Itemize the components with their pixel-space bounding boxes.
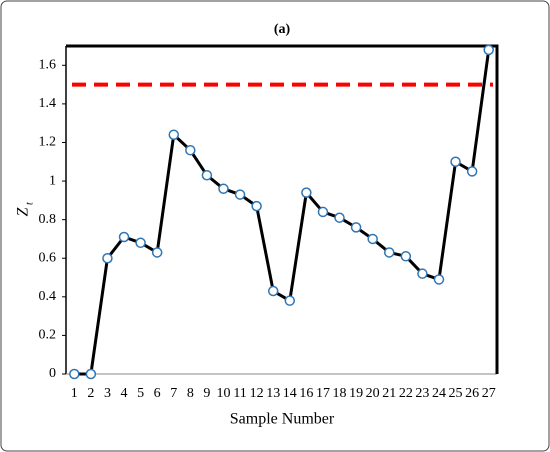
x-tick-label: 2: [87, 386, 94, 401]
y-axis-label-sub: t: [24, 202, 35, 205]
x-tick-label: 9: [203, 386, 210, 401]
x-tick-label: 25: [449, 386, 463, 401]
point: [218, 183, 229, 195]
y-tick-label: 0: [49, 366, 56, 381]
point: [400, 251, 412, 262]
x-tick-label: 13: [266, 386, 280, 401]
x-tick-label: 27: [482, 386, 496, 401]
x-tick-label: 3: [104, 386, 111, 401]
y-tick-label: 0.6: [39, 250, 57, 265]
x-tick-label: 26: [465, 386, 479, 401]
x-tick-label: 17: [316, 386, 330, 401]
point: [417, 268, 428, 279]
point: [168, 129, 179, 141]
point: [118, 231, 130, 243]
x-tick-label: 24: [432, 386, 446, 401]
point: [483, 44, 494, 56]
y-tick-label: 1: [49, 173, 56, 188]
x-tick-label: 11: [233, 386, 246, 401]
x-tick-label: 16: [299, 386, 313, 401]
x-tick-label: 19: [349, 386, 363, 401]
x-axis-label: Sample Number: [230, 411, 335, 428]
point: [284, 295, 296, 306]
point: [301, 187, 312, 198]
chart-title: (a): [274, 22, 291, 37]
point: [234, 189, 246, 200]
point: [350, 222, 362, 233]
y-tick-label: 0.2: [39, 328, 57, 343]
y-tick-label: 1.2: [39, 135, 57, 150]
point: [151, 247, 163, 258]
x-tick-label: 22: [399, 386, 413, 401]
y-tick-label: 0.4: [39, 289, 57, 304]
x-tick-label: 10: [216, 386, 230, 401]
x-tick-label: 5: [137, 386, 144, 401]
x-tick-label: 21: [382, 386, 396, 401]
point: [334, 212, 345, 223]
x-tick-label: 7: [170, 386, 177, 401]
point: [450, 156, 461, 168]
y-tick-label: 1.4: [39, 96, 57, 111]
point: [466, 166, 478, 177]
x-tick-label: 8: [187, 386, 194, 401]
y-tick-label: 1.6: [39, 58, 57, 73]
point: [102, 252, 113, 264]
y-tick-label: 0.8: [39, 212, 57, 227]
x-tick-label: 23: [415, 386, 429, 401]
y-axis-label-main: Z: [15, 206, 32, 216]
x-tick-label: 4: [121, 386, 128, 401]
point: [367, 233, 378, 245]
plot-border: [66, 44, 499, 374]
x-tick-label: 1: [71, 386, 78, 401]
x-tick-label: 14: [283, 386, 297, 401]
point: [135, 237, 146, 249]
x-tick-label: 18: [333, 386, 347, 401]
point: [384, 247, 395, 258]
x-tick-label: 12: [250, 386, 264, 401]
point: [201, 170, 213, 181]
x-tick-label: 6: [154, 386, 161, 401]
point: [267, 285, 279, 297]
point: [85, 368, 97, 380]
point: [433, 274, 445, 285]
point: [185, 144, 196, 156]
point: [317, 206, 329, 218]
point: [69, 368, 80, 380]
x-tick-label: 20: [366, 386, 380, 401]
y-axis-label: Z t: [15, 202, 36, 216]
point: [251, 200, 262, 212]
